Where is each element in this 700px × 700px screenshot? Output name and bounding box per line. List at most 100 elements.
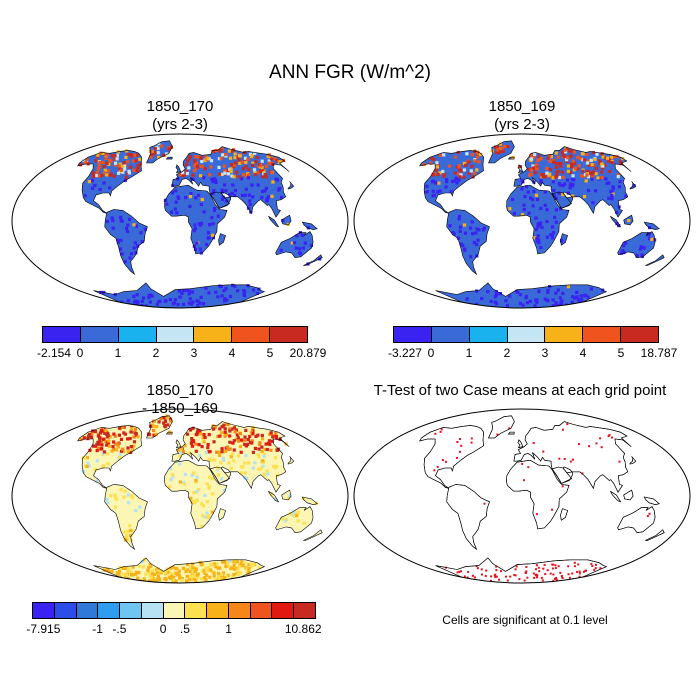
grid-cell	[102, 171, 106, 175]
grid-cell	[126, 171, 130, 176]
grid-cell	[618, 180, 622, 184]
grid-cell	[115, 157, 119, 161]
grid-cell	[232, 567, 236, 571]
grid-cell	[128, 165, 133, 169]
grid-cell	[244, 187, 248, 191]
grid-cell	[538, 570, 541, 573]
grid-cell	[514, 574, 517, 577]
grid-cell	[122, 530, 126, 534]
panel-2-title: 1850_169 (yrs 2-3)	[402, 98, 642, 134]
grid-cell	[269, 431, 273, 435]
grid-cell	[233, 156, 237, 160]
grid-cell	[469, 255, 473, 259]
grid-cell	[117, 433, 121, 437]
panel-1-title-line1: 1850_170	[146, 98, 214, 115]
grid-cell	[178, 172, 182, 176]
grid-cell	[575, 295, 579, 299]
grid-cell	[196, 428, 200, 432]
grid-cell	[552, 160, 556, 164]
grid-cell	[229, 566, 233, 571]
grid-cell	[583, 195, 587, 199]
grid-cell	[575, 167, 579, 171]
grid-cell	[571, 159, 575, 163]
grid-cell	[452, 232, 456, 236]
grid-cell	[126, 529, 130, 534]
grid-cell	[469, 226, 473, 230]
grid-cell	[293, 514, 297, 518]
grid-cell	[590, 173, 594, 177]
grid-cell	[429, 156, 433, 161]
grid-cell	[544, 573, 547, 576]
grid-cell	[537, 566, 540, 569]
grid-cell	[130, 496, 135, 500]
grid-cell	[132, 444, 136, 448]
grid-cell	[610, 193, 614, 197]
grid-cell	[646, 233, 650, 237]
grid-cell	[87, 464, 91, 468]
grid-cell	[192, 571, 196, 575]
grid-cell	[578, 575, 581, 578]
coastline-australia	[617, 506, 656, 534]
grid-cell	[206, 231, 210, 235]
grid-cell	[460, 570, 462, 573]
grid-cell	[150, 294, 154, 298]
grid-cell	[223, 434, 227, 438]
grid-cell	[191, 300, 195, 304]
land-arabia	[210, 192, 231, 209]
grid-cell	[136, 571, 140, 575]
grid-cell	[112, 174, 116, 178]
grid-cell	[563, 148, 567, 152]
grid-cell	[493, 295, 497, 299]
grid-cell	[594, 189, 598, 193]
grid-cell	[221, 571, 226, 575]
grid-cell	[134, 570, 139, 575]
grid-cell	[222, 488, 226, 492]
colorbar-swatch	[294, 603, 315, 618]
grid-cell	[270, 157, 274, 161]
grid-cell	[161, 153, 166, 157]
grid-cell	[458, 175, 462, 179]
grid-cell	[272, 464, 276, 469]
grid-cell	[554, 208, 558, 212]
grid-cell	[594, 166, 599, 170]
grid-cell	[279, 195, 284, 200]
grid-cell	[551, 231, 556, 235]
grid-cell	[467, 570, 470, 573]
grid-cell	[146, 568, 150, 573]
grid-cell	[473, 159, 477, 163]
panel-3-title-line1: 1850_170	[146, 382, 214, 399]
grid-cell	[188, 566, 192, 570]
grid-cell	[121, 425, 125, 429]
grid-cell	[222, 299, 227, 303]
grid-cell	[205, 482, 209, 486]
grid-cell	[244, 174, 248, 178]
grid-cell	[101, 160, 105, 165]
grid-cell	[91, 171, 95, 175]
grid-cell	[177, 569, 181, 573]
grid-cell	[251, 161, 255, 165]
grid-cell	[434, 432, 437, 435]
grid-cell	[220, 153, 225, 157]
grid-cell	[207, 565, 211, 570]
grid-cell	[642, 246, 646, 250]
grid-cell	[105, 567, 109, 571]
grid-cell	[508, 427, 511, 430]
grid-cell	[111, 218, 115, 223]
grid-cell	[632, 184, 636, 188]
grid-cell	[193, 227, 198, 231]
colorbar-tick-label: 1	[225, 622, 232, 636]
grid-cell	[483, 502, 486, 505]
grid-cell	[216, 473, 221, 477]
grid-cell	[283, 519, 287, 523]
grid-cell	[246, 176, 250, 180]
grid-cell	[470, 220, 474, 224]
grid-cell	[93, 430, 98, 434]
grid-cell	[187, 166, 191, 170]
grid-cell	[180, 291, 184, 295]
grid-cell	[525, 185, 529, 189]
grid-cell	[569, 162, 573, 166]
grid-cell	[163, 419, 168, 423]
grid-cell	[219, 461, 223, 465]
grid-cell	[214, 290, 218, 294]
grid-cell	[463, 248, 467, 252]
